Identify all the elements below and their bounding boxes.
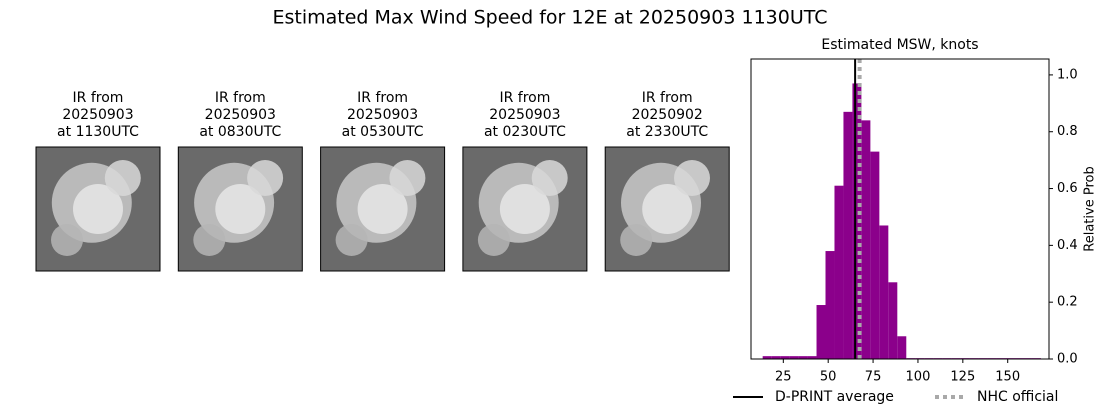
bar bbox=[852, 83, 862, 359]
x-tick-label: 75 bbox=[865, 370, 882, 385]
panel-title: at 0230UTC bbox=[484, 124, 566, 140]
x-tick-label: 100 bbox=[906, 370, 931, 385]
cloud bbox=[531, 160, 568, 196]
y-tick-label: 0.6 bbox=[1057, 181, 1078, 196]
panel-title: IR from bbox=[642, 90, 693, 106]
x-tick-label: 150 bbox=[995, 370, 1020, 385]
panel-title: 20250902 bbox=[632, 107, 703, 123]
cloud bbox=[477, 224, 510, 256]
cloud bbox=[499, 184, 550, 234]
cloud bbox=[247, 160, 284, 196]
panel-title: at 0530UTC bbox=[342, 124, 424, 140]
bar bbox=[825, 251, 835, 359]
figure-title: Estimated Max Wind Speed for 12E at 2025… bbox=[272, 7, 827, 29]
y-tick-label: 0.0 bbox=[1057, 352, 1078, 367]
bar bbox=[897, 336, 907, 359]
cloud bbox=[620, 224, 653, 256]
cloud bbox=[642, 184, 693, 234]
bar bbox=[798, 356, 808, 359]
x-tick-label: 50 bbox=[820, 370, 837, 385]
panel-title: 20250903 bbox=[347, 107, 418, 123]
cloud bbox=[357, 184, 408, 234]
panel-title: IR from bbox=[357, 90, 408, 106]
bar bbox=[780, 356, 790, 359]
bar bbox=[834, 185, 844, 359]
cloud bbox=[335, 224, 368, 256]
y-tick-label: 0.8 bbox=[1057, 124, 1078, 139]
panel-title: IR from bbox=[73, 90, 124, 106]
cloud bbox=[215, 184, 266, 234]
panel-title: IR from bbox=[499, 90, 550, 106]
panel-title: at 2330UTC bbox=[626, 124, 708, 140]
x-tick-label: 125 bbox=[950, 370, 975, 385]
y-tick-label: 0.4 bbox=[1057, 238, 1078, 253]
bar bbox=[843, 111, 853, 359]
cloud bbox=[674, 160, 710, 196]
panel-title: 20250903 bbox=[62, 107, 133, 123]
cloud bbox=[73, 184, 123, 234]
bar bbox=[888, 282, 898, 359]
y-tick-label: 0.2 bbox=[1057, 295, 1078, 310]
x-tick-label: 25 bbox=[775, 370, 792, 385]
cloud bbox=[389, 160, 426, 196]
cloud bbox=[51, 224, 83, 256]
cloud bbox=[104, 160, 141, 196]
panel-title: at 0830UTC bbox=[199, 124, 281, 140]
bar bbox=[789, 356, 799, 359]
bar bbox=[879, 225, 889, 359]
cloud bbox=[193, 224, 226, 256]
bar bbox=[870, 151, 880, 359]
panel-title: at 1130UTC bbox=[57, 124, 139, 140]
panel-title: IR from bbox=[215, 90, 266, 106]
chart-title: Estimated MSW, knots bbox=[821, 37, 978, 53]
bar bbox=[807, 356, 817, 359]
y-tick-label: 1.0 bbox=[1057, 67, 1078, 82]
bar bbox=[816, 305, 826, 359]
bar bbox=[762, 356, 772, 359]
panel-title: 20250903 bbox=[205, 107, 276, 123]
legend-label: NHC official bbox=[977, 389, 1058, 405]
plot-frame bbox=[750, 58, 1050, 360]
legend-label: D-PRINT average bbox=[775, 389, 894, 405]
panel-title: 20250903 bbox=[489, 107, 560, 123]
bar bbox=[771, 356, 781, 359]
y-axis-label: Relative Prob bbox=[1083, 166, 1098, 251]
bar bbox=[861, 120, 871, 359]
